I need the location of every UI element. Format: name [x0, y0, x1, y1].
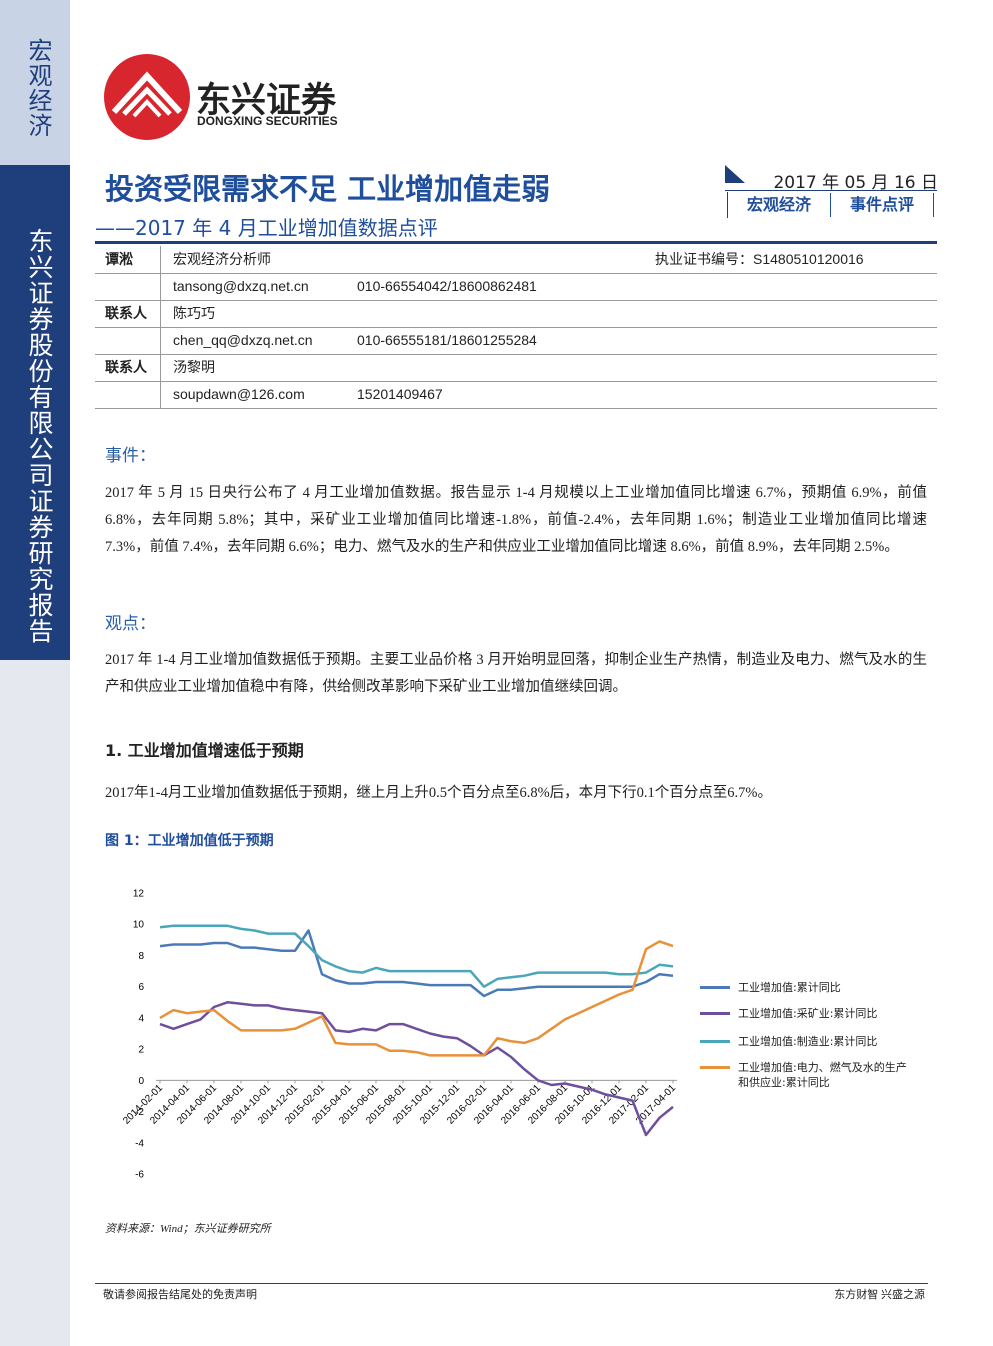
tag-border: [727, 192, 728, 218]
date-rule: [725, 190, 937, 191]
contact-cell: 谭淞: [105, 251, 133, 267]
series-line: [159, 1001, 674, 1137]
y-tick-label: 12: [133, 889, 145, 900]
sidebar-category: 宏观经济: [24, 38, 52, 138]
y-tick-label: -4: [135, 1138, 144, 1149]
sidebar-main: [0, 165, 70, 660]
series-line: [159, 940, 674, 1057]
paragraph: 2017年1-4月工业增加值数据低于预期，继上月上升0.5个百分点至6.8%后，…: [105, 785, 772, 801]
row-rule: [95, 381, 937, 382]
contact-cell: 陈巧巧: [173, 305, 215, 321]
tag: 事件点评: [831, 193, 934, 217]
footer-disclaimer: 敬请参阅报告结尾处的免责声明: [103, 1289, 257, 1301]
section-heading: 1. 工业增加值增速低于预期: [105, 741, 304, 760]
y-tick-label: 4: [138, 1013, 144, 1024]
report-title: 投资受限需求不足 工业增加值走弱: [105, 172, 551, 206]
sidebar-company: 东兴证券股份有限公司证券研究报告: [25, 228, 54, 644]
footer-slogan: 东方财智 兴盛之源: [834, 1289, 925, 1301]
logo-english: DONGXING SECURITIES: [197, 114, 338, 128]
legend-label: 工业增加值:累计同比: [738, 981, 841, 994]
contact-cell: 联系人: [105, 359, 147, 375]
legend-label: 工业增加值:制造业:累计同比: [738, 1035, 878, 1048]
legend-swatch: [700, 986, 730, 989]
report-subtitle: ——2017 年 4 月工业增加值数据点评: [95, 216, 438, 240]
row-rule: [95, 354, 937, 355]
contact-cell: tansong@dxzq.net.cn: [173, 278, 309, 294]
section-heading: 观点：: [105, 614, 156, 634]
series-line: [159, 924, 674, 988]
legend-label: 工业增加值:采矿业:累计同比: [738, 1007, 878, 1020]
report-date: 2017 年 05 月 16 日: [773, 173, 938, 193]
column-rule: [160, 300, 161, 327]
row-rule: [95, 408, 937, 409]
paragraph: 2017 年 5 月 15 日央行公布了 4 月工业增加值数据。报告显示 1-4…: [105, 485, 927, 555]
logo-mark: [104, 54, 190, 140]
header-rule: [95, 241, 937, 244]
contact-cell: 汤黎明: [173, 359, 215, 375]
legend-swatch: [700, 1066, 730, 1069]
contact-cell: 执业证书编号：S1480510120016: [655, 251, 864, 267]
y-tick-label: -2: [135, 1107, 144, 1118]
y-tick-label: 0: [138, 1076, 144, 1087]
tag: 宏观经济: [728, 193, 831, 217]
y-tick-label: 2: [138, 1045, 144, 1056]
column-rule: [160, 327, 161, 354]
figure-title: 图 1：工业增加值低于预期: [105, 833, 274, 849]
row-rule: [95, 273, 937, 274]
date-marker: [725, 165, 745, 183]
figure-source: 资料来源：Wind；东兴证券研究所: [105, 1223, 271, 1235]
row-rule: [95, 327, 937, 328]
legend-swatch: [700, 1040, 730, 1043]
contact-cell: 010-66554042/18600862481: [357, 278, 537, 294]
contact-cell: soupdawn@126.com: [173, 386, 305, 402]
column-rule: [160, 354, 161, 381]
chart: -6-4-20246810122014-02-012014-04-012014-…: [121, 889, 678, 1181]
y-tick-label: 6: [138, 982, 144, 993]
legend-label: 工业增加值:电力、燃气及水的生产和供应业:累计同比: [738, 1061, 907, 1089]
contact-cell: chen_qq@dxzq.net.cn: [173, 332, 313, 348]
column-rule: [160, 381, 161, 408]
contact-cell: 15201409467: [357, 386, 443, 402]
column-rule: [160, 273, 161, 300]
row-rule: [95, 300, 937, 301]
section-heading: 事件：: [105, 446, 156, 466]
paragraph: 2017 年 1-4 月工业增加值数据低于预期。主要工业品价格 3 月开始明显回…: [105, 652, 927, 695]
legend-swatch: [700, 1012, 730, 1015]
y-tick-label: -6: [135, 1170, 144, 1181]
series-line: [159, 929, 674, 998]
logo-name: 东兴证券: [196, 81, 337, 121]
footer-rule: [95, 1283, 928, 1284]
y-tick-label: 8: [138, 951, 144, 962]
column-rule: [160, 246, 161, 273]
sidebar-bottom: [0, 660, 70, 1346]
contact-cell: 联系人: [105, 305, 147, 321]
contact-cell: 010-66555181/18601255284: [357, 332, 537, 348]
y-tick-label: 10: [133, 920, 145, 931]
sidebar-top: [0, 0, 70, 165]
contact-cell: 宏观经济分析师: [173, 251, 271, 267]
